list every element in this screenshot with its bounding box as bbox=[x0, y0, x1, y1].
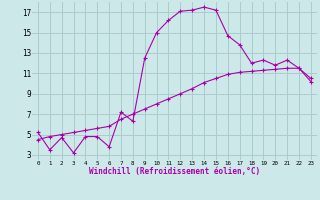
X-axis label: Windchill (Refroidissement éolien,°C): Windchill (Refroidissement éolien,°C) bbox=[89, 167, 260, 176]
